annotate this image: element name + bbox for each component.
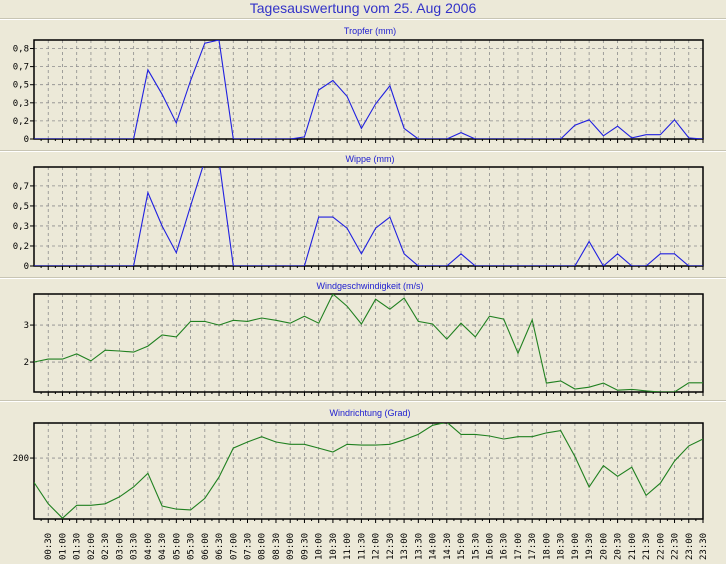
x-tick-label: 12:00: [372, 533, 382, 560]
x-tick-label: 20:30: [614, 533, 624, 560]
x-tick-label: 17:30: [528, 533, 538, 560]
y-tick-label: 0,2: [13, 242, 29, 252]
x-tick-label: 16:30: [500, 533, 510, 560]
y-tick-label: 0,7: [13, 63, 29, 73]
plot-frame: [33, 422, 704, 520]
x-tick-label: 21:00: [628, 533, 638, 560]
x-tick-label: 12:30: [386, 533, 396, 560]
chart-panel-4: Windrichtung (Grad) 200: [13, 408, 704, 523]
x-tick-label: 09:00: [286, 533, 296, 560]
x-tick-label: 20:00: [599, 533, 609, 560]
x-tick-label: 04:30: [158, 533, 168, 560]
chart-main-title: Tagesauswertung vom 25. Aug 2006: [249, 0, 477, 16]
x-tick-label: 05:30: [187, 533, 197, 560]
x-tick-label: 22:00: [656, 533, 666, 560]
x-tick-label: 08:30: [272, 533, 282, 560]
x-tick-label: 13:30: [414, 533, 424, 560]
y-tick-label: 0,2: [13, 117, 29, 127]
x-tick-label: 22:30: [671, 533, 681, 560]
y-tick-label: 2: [24, 358, 29, 368]
x-tick-label: 17:00: [514, 533, 524, 560]
panel-title: Tropfer (mm): [344, 26, 396, 36]
panel-title: Windrichtung (Grad): [329, 408, 410, 418]
x-tick-label: 21:30: [642, 533, 652, 560]
x-tick-label: 10:30: [329, 533, 339, 560]
panel-title: Windgeschwindigkeit (m/s): [316, 281, 423, 291]
x-tick-label: 16:00: [485, 533, 495, 560]
x-tick-label: 15:30: [471, 533, 481, 560]
x-tick-label: 04:00: [144, 533, 154, 560]
plot-frame: [33, 39, 704, 140]
chart-panel-2: Wippe (mm) 0 0,2 0,3 0,5 0,7: [0, 154, 726, 279]
y-tick-label: 0,5: [13, 81, 29, 91]
series-line: [34, 423, 703, 519]
y-tick-label: 0,3: [13, 222, 29, 232]
x-tick-label: 23:30: [699, 533, 709, 560]
x-tick-label: 02:00: [87, 533, 97, 560]
x-tick-label: 06:30: [215, 533, 225, 560]
series-line: [34, 294, 703, 392]
y-tick-label: 200: [13, 454, 29, 464]
chart-panel-3: Windgeschwindigkeit (m/s) 2 3: [0, 281, 726, 402]
y-tick-label: 0,7: [13, 182, 29, 192]
x-tick-label: 02:30: [101, 533, 111, 560]
x-tick-label: 01:30: [73, 533, 83, 560]
plot-frame: [33, 293, 704, 393]
x-tick-label: 10:00: [315, 533, 325, 560]
x-tick-label: 18:30: [557, 533, 567, 560]
panel-title: Wippe (mm): [346, 154, 395, 164]
y-tick-label: 3: [24, 321, 29, 331]
x-tick-label: 09:30: [300, 533, 310, 560]
x-tick-label: 19:00: [571, 533, 581, 560]
x-tick-label: 11:00: [343, 533, 353, 560]
x-tick-label: 23:00: [685, 533, 695, 560]
x-tick-label: 05:00: [172, 533, 182, 560]
x-tick-label: 18:00: [542, 533, 552, 560]
x-tick-label: 15:00: [457, 533, 467, 560]
x-tick-label: 01:00: [58, 533, 68, 560]
x-tick-label: 14:00: [429, 533, 439, 560]
x-tick-label: 11:30: [357, 533, 367, 560]
x-tick-label: 19:30: [585, 533, 595, 560]
x-tick-label: 07:00: [229, 533, 239, 560]
y-tick-label: 0: [24, 135, 29, 145]
plot-frame: [33, 166, 704, 267]
y-tick-label: 0: [24, 262, 29, 272]
x-tick-label: 13:00: [400, 533, 410, 560]
series-line: [34, 167, 703, 266]
x-tick-label: 03:30: [130, 533, 140, 560]
x-tick-label: 06:00: [201, 533, 211, 560]
x-tick-label: 00:30: [44, 533, 54, 560]
chart-panel-1: Tropfer (mm) 0 0,2 0,3 0,5 0,7 0,8: [0, 26, 726, 152]
x-tick-label: 08:00: [258, 533, 268, 560]
y-tick-label: 0,8: [13, 45, 29, 55]
y-tick-label: 0,3: [13, 99, 29, 109]
x-tick-label: 14:30: [443, 533, 453, 560]
y-tick-label: 0,5: [13, 202, 29, 212]
x-tick-label: 03:00: [115, 533, 125, 560]
series-line: [34, 40, 703, 139]
x-tick-label: 07:30: [244, 533, 254, 560]
